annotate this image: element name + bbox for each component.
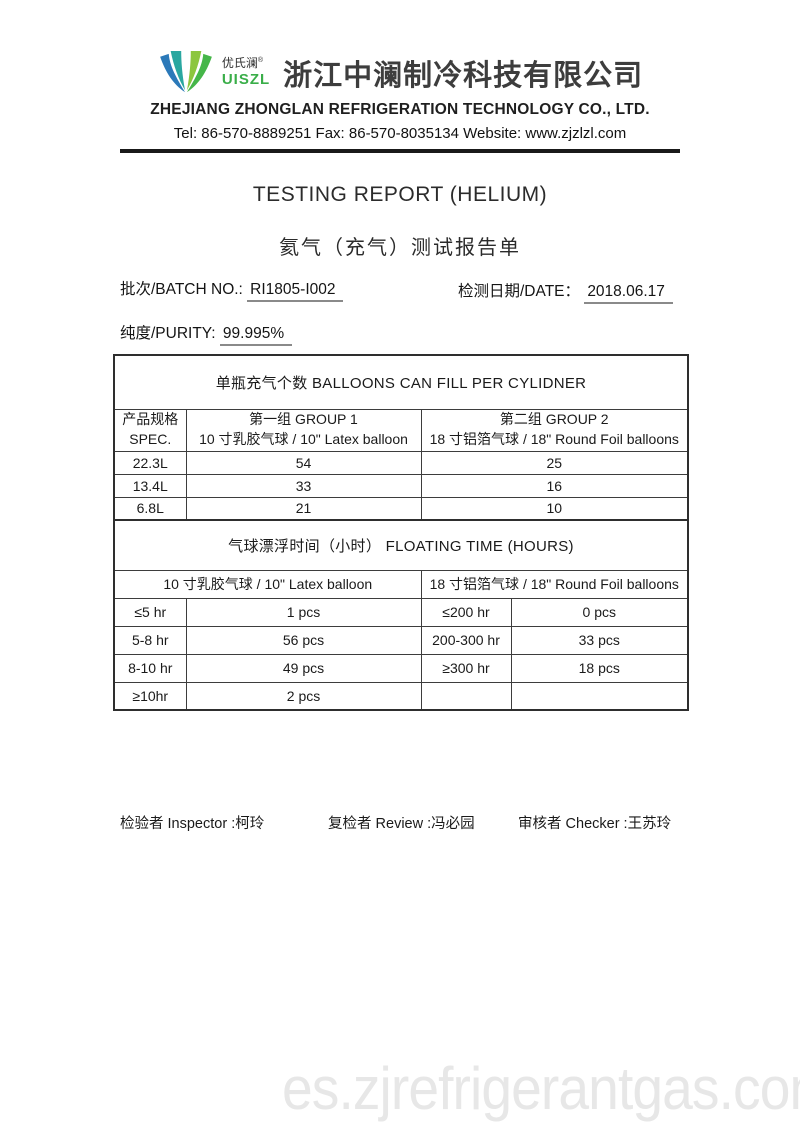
brand-cn-label: 优氏澜 <box>221 56 258 71</box>
group1-header-title: 第一组 GROUP 1 <box>249 411 358 428</box>
table-row: 5-8 hr 56 pcs 200-300 hr 33 pcs <box>113 625 689 655</box>
spec-header-cn: 产品规格 <box>122 411 179 428</box>
group1-header-sub: 10 寸乳胶气球 / 10" Latex balloon <box>199 431 408 447</box>
company-name-cn: 浙江中澜制冷科技有限公司 <box>283 60 644 92</box>
registered-mark: ® <box>257 57 263 65</box>
group1-cell: 54 <box>185 450 422 475</box>
spec-cell: 13.4L <box>113 473 187 498</box>
table-row: ≥10hr 2 pcs <box>113 681 689 711</box>
table-row: 22.3L 54 25 <box>113 450 689 475</box>
table-row: ≤5 hr 1 pcs ≤200 hr 0 pcs <box>113 597 689 627</box>
spec-cell: 6.8L <box>113 496 187 521</box>
header-divider <box>120 149 680 153</box>
latex-time-cell: ≤5 hr <box>113 597 187 627</box>
group1-cell: 21 <box>185 496 422 521</box>
purity-field: 纯度/PURITY: 99.995% <box>120 321 293 346</box>
latex-time-cell: 5-8 hr <box>113 625 187 655</box>
letterhead: 优氏澜® UISZL 浙江中澜制冷科技有限公司 ZHEJIANG ZHONGLA… <box>0 0 800 153</box>
date-field: 检测日期/DATE： 2018.06.17 <box>458 279 673 304</box>
latex-count-cell: 49 pcs <box>185 653 422 683</box>
foil-time-cell: 200-300 hr <box>420 625 512 655</box>
table-row: 6.8L 21 10 <box>113 496 689 521</box>
spec-cell: 22.3L <box>113 450 187 475</box>
fill-table-title: 单瓶充气个数 BALLOONS CAN FILL PER CYLIDNER <box>113 354 689 410</box>
purity-value: 99.995% <box>219 325 293 346</box>
site-watermark: es.zjrefrigerantgas.com <box>282 1055 800 1122</box>
fill-table-title-row: 单瓶充气个数 BALLOONS CAN FILL PER CYLIDNER <box>113 354 689 410</box>
inspector-signature: 检验者 Inspector :柯玲 <box>120 816 265 832</box>
foil-time-cell <box>420 681 512 711</box>
foil-time-cell: ≤200 hr <box>420 597 512 627</box>
brand-name-cn: 优氏澜® <box>222 57 270 71</box>
batch-no-field: 批次/BATCH NO.: RI1805-I002 <box>120 277 344 302</box>
spec-column-header: 产品规格 SPEC. <box>113 408 187 452</box>
float-table-title-row: 气球漂浮时间（小时） FLOATING TIME (HOURS) <box>113 519 689 571</box>
foil-count-cell: 0 pcs <box>510 597 689 627</box>
group1-column-header: 第一组 GROUP 1 10 寸乳胶气球 / 10" Latex balloon <box>185 408 422 452</box>
float-table-header-row: 10 寸乳胶气球 / 10" Latex balloon 18 寸铝箔气球 / … <box>113 569 689 599</box>
signature-row: 检验者 Inspector :柯玲 复检者 Review :冯必园 审核者 Ch… <box>0 812 800 836</box>
date-value: 2018.06.17 <box>584 283 673 304</box>
float-table-title: 气球漂浮时间（小时） FLOATING TIME (HOURS) <box>113 519 689 571</box>
group2-cell: 25 <box>420 450 689 475</box>
group2-cell: 10 <box>420 496 689 521</box>
batch-no-value: RI1805-I002 <box>247 281 344 302</box>
group2-header-title: 第二组 GROUP 2 <box>499 411 609 428</box>
foil-count-cell: 33 pcs <box>510 625 689 655</box>
foil-balloon-header: 18 寸铝箔气球 / 18" Round Foil balloons <box>420 569 689 599</box>
spec-header-en: SPEC. <box>129 431 172 447</box>
company-name-en: ZHEJIANG ZHONGLAN REFRIGERATION TECHNOLO… <box>150 101 650 118</box>
contact-line: Tel: 86-570-8889251 Fax: 86-570-8035134 … <box>173 125 627 142</box>
uiszl-logo-icon <box>159 50 212 93</box>
group2-cell: 16 <box>420 473 689 498</box>
table-row: 13.4L 33 16 <box>113 473 689 498</box>
latex-time-cell: 8-10 hr <box>113 653 187 683</box>
batch-no-label: 批次/BATCH NO.: <box>120 281 243 298</box>
table-row: 8-10 hr 49 pcs ≥300 hr 18 pcs <box>113 653 689 683</box>
brand-name-en: UISZL <box>221 71 271 89</box>
brand-row: 优氏澜® UISZL 浙江中澜制冷科技有限公司 <box>0 50 800 96</box>
latex-time-cell: ≥10hr <box>113 681 187 711</box>
date-label: 检测日期/DATE： <box>458 283 580 300</box>
report-table: 单瓶充气个数 BALLOONS CAN FILL PER CYLIDNER 产品… <box>113 354 689 711</box>
latex-count-cell: 2 pcs <box>185 681 422 711</box>
purity-label: 纯度/PURITY: <box>120 325 216 342</box>
foil-count-cell: 18 pcs <box>510 653 689 683</box>
review-signature: 复检者 Review :冯必园 <box>328 816 475 832</box>
foil-count-cell <box>510 681 689 711</box>
report-title-en: TESTING REPORT (HELIUM) <box>252 183 548 206</box>
brand-text: 优氏澜® UISZL <box>221 57 271 89</box>
latex-count-cell: 56 pcs <box>185 625 422 655</box>
group2-header-sub: 18 寸铝箔气球 / 18" Round Foil balloons <box>429 431 679 447</box>
checker-signature: 审核者 Checker :王苏玲 <box>518 816 672 832</box>
latex-count-cell: 1 pcs <box>185 597 422 627</box>
report-title-cn: 氦气（充气）测试报告单 <box>279 237 521 259</box>
fill-table-header-row: 产品规格 SPEC. 第一组 GROUP 1 10 寸乳胶气球 / 10" La… <box>113 408 689 452</box>
group1-cell: 33 <box>185 473 422 498</box>
foil-time-cell: ≥300 hr <box>420 653 512 683</box>
group2-column-header: 第二组 GROUP 2 18 寸铝箔气球 / 18" Round Foil ba… <box>420 408 689 452</box>
latex-balloon-header: 10 寸乳胶气球 / 10" Latex balloon <box>113 569 422 599</box>
